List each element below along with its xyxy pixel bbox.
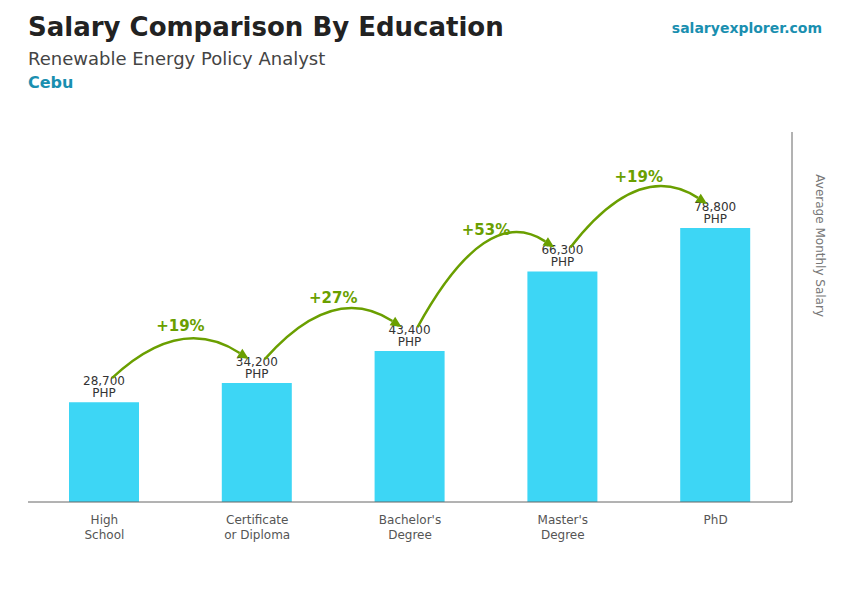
- svg-text:Master's: Master's: [538, 513, 589, 527]
- svg-text:Bachelor's: Bachelor's: [379, 513, 441, 527]
- html-text:salaryexplorer.com: salaryexplorer.com: [671, 20, 822, 36]
- svg-text:43,400PHP: 43,400PHP: [389, 323, 431, 349]
- svg-text:+53%: +53%: [462, 221, 510, 239]
- svg-text:28,700PHP: 28,700PHP: [83, 374, 125, 400]
- svg-text:Certificate: Certificate: [226, 513, 288, 527]
- svg-text:Degree: Degree: [388, 528, 432, 542]
- svg-text:+19%: +19%: [615, 168, 663, 186]
- html-text:Renewable Energy Policy Analys: Renewable Energy Policy Analyst: [28, 48, 326, 69]
- svg-text:78,800PHP: 78,800PHP: [694, 200, 736, 226]
- svg-text:PhD: PhD: [704, 513, 728, 527]
- html-text:Cebu: Cebu: [28, 73, 74, 92]
- svg-text:34,200PHP: 34,200PHP: [236, 355, 278, 381]
- svg-text:or Diploma: or Diploma: [224, 528, 290, 542]
- svg-text:+19%: +19%: [156, 317, 204, 335]
- svg-text:66,300PHP: 66,300PHP: [541, 243, 583, 269]
- html-text:Salary Comparison By Education: Salary Comparison By Education: [28, 12, 504, 42]
- svg-text:+27%: +27%: [309, 289, 357, 307]
- svg-text:Average Monthly Salary: Average Monthly Salary: [813, 174, 827, 317]
- svg-text:Degree: Degree: [541, 528, 585, 542]
- svg-text:High: High: [91, 513, 119, 527]
- svg-text:School: School: [84, 528, 124, 542]
